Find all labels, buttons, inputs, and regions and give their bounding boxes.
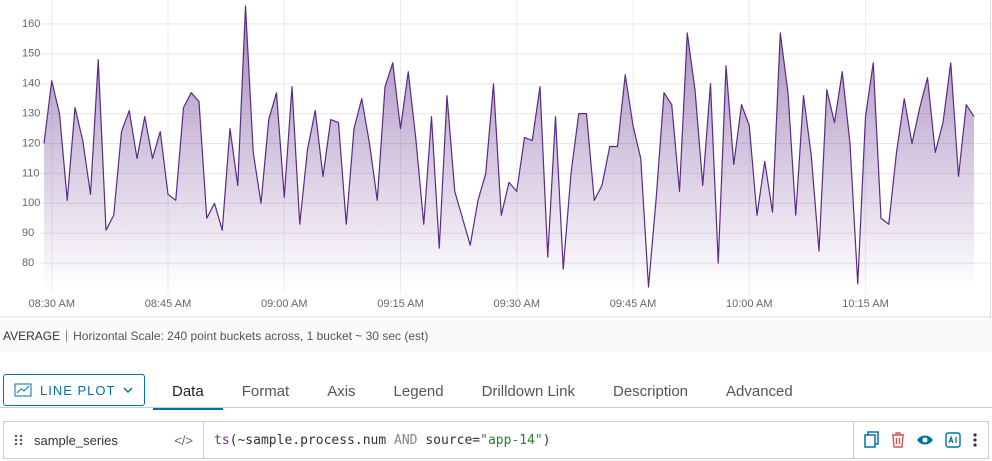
query-text[interactable]: ts (~sample.process.num AND source= "app-1… bbox=[204, 422, 854, 458]
query-row: sample_series </> ts (~sample.process.num… bbox=[3, 421, 989, 459]
y-tick-label: 120 bbox=[22, 137, 40, 149]
y-tick-label: 150 bbox=[22, 48, 40, 60]
tab[interactable]: Advanced bbox=[726, 383, 793, 400]
ai-icon[interactable] bbox=[944, 431, 962, 449]
plot-type-button[interactable]: LINE PLOT bbox=[3, 374, 145, 406]
x-tick-label: 10:00 AM bbox=[726, 298, 772, 310]
tab[interactable]: Description bbox=[612, 383, 689, 400]
query-actions bbox=[854, 431, 988, 449]
tabs: Data Format Axis Legend Drilldown Link Descri… bbox=[153, 370, 812, 410]
x-tick-label: 09:45 AM bbox=[610, 298, 656, 310]
copy-icon[interactable] bbox=[864, 431, 880, 449]
tab[interactable]: Axis bbox=[327, 383, 356, 400]
y-tick-label: 160 bbox=[22, 18, 40, 30]
tab[interactable]: Format bbox=[241, 383, 290, 400]
line bbox=[43, 5, 975, 288]
x-tick-label: 10:15 AM bbox=[842, 298, 888, 310]
area bbox=[44, 5, 974, 290]
line-icon bbox=[14, 383, 32, 397]
x-tick-label: 09:00 AM bbox=[261, 298, 307, 310]
editor-toggle[interactable]: </> bbox=[174, 432, 193, 448]
x-tick-label: 09:15 AM bbox=[377, 298, 423, 310]
y-tick-label: 80 bbox=[22, 257, 34, 269]
tab[interactable]: Data bbox=[153, 374, 223, 410]
visibility-icon[interactable] bbox=[916, 431, 934, 449]
query-token: source= bbox=[417, 432, 481, 448]
query-token: AND bbox=[394, 432, 418, 448]
y-tick-label: 130 bbox=[22, 108, 40, 120]
aggregation: AVERAGE bbox=[3, 329, 61, 343]
x-tick-label: 08:45 AM bbox=[145, 298, 191, 310]
y-tick-label: 100 bbox=[22, 197, 40, 209]
chart: 80 90 100 110 120 130 140 150 160 08:30 AM 08:45 A… bbox=[0, 0, 991, 318]
x-tick-label: 08:30 AM bbox=[29, 298, 75, 310]
more-icon[interactable] bbox=[972, 431, 978, 449]
plot-type: LINE PLOT bbox=[40, 382, 116, 398]
query-token: ) bbox=[542, 432, 551, 448]
summary: AVERAGE Horizontal Scale: 240 point bucke… bbox=[0, 320, 992, 352]
query-token: ts bbox=[214, 432, 230, 448]
chevron bbox=[123, 387, 133, 394]
tab[interactable]: Legend bbox=[393, 383, 444, 400]
scale-info: Horizontal Scale: 240 point buckets acro… bbox=[66, 330, 434, 342]
query-token: (~sample.process.num bbox=[229, 432, 395, 448]
y-tick-label: 110 bbox=[22, 167, 40, 179]
y-tick-label: 90 bbox=[22, 227, 34, 239]
delete-icon[interactable] bbox=[890, 431, 906, 449]
query-token: "app-14" bbox=[480, 432, 543, 448]
divider bbox=[0, 407, 992, 408]
y-tick-label: 140 bbox=[22, 78, 40, 90]
x-tick-label: 09:30 AM bbox=[494, 298, 540, 310]
tab[interactable]: Drilldown Link bbox=[481, 383, 575, 400]
toolbar: LINE PLOT Data Format Axis Legend Drilldown … bbox=[0, 370, 992, 410]
query-name: sample_series bbox=[34, 432, 118, 448]
query-name-cell: sample_series </> bbox=[4, 422, 204, 458]
drag-handle[interactable] bbox=[14, 433, 24, 447]
